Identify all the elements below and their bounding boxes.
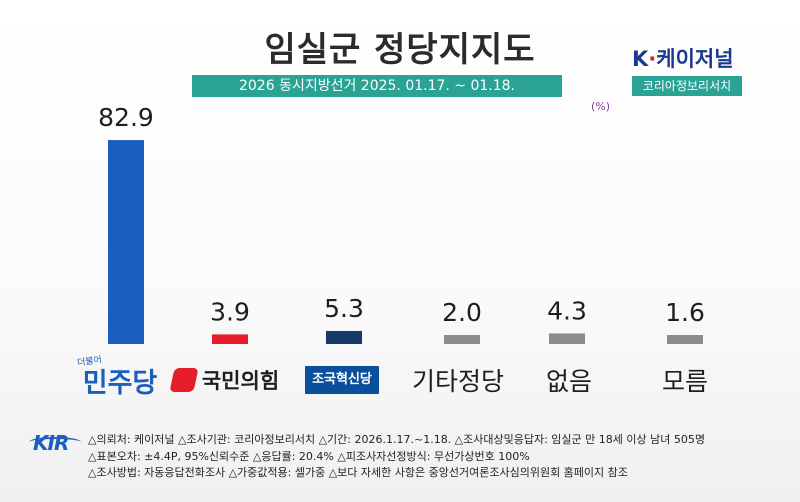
bar-4 [549,333,585,344]
footnote-line-3: △조사방법: 자동응답전화조사 △가중값적용: 셀가중 △보다 자세한 사항은 … [88,466,628,479]
chart-title: 임실군 정당지지도 [264,30,536,70]
survey-footnote: △의뢰처: 케이저널 △조사기관: 코리아정보리서치 △기간: 2026.1.1… [88,432,705,482]
chart-subtitle: 2026 동시지방선거 2025. 01.17. ~ 01.18. [192,75,562,97]
bar-1 [212,334,248,344]
brand-logo: K·케이저널 [632,47,742,71]
brand-logo-k: K [632,47,649,71]
footnote-line-1: △의뢰처: 케이저널 △조사기관: 코리아정보리서치 △기간: 2026.1.1… [88,433,705,446]
kir-logo-icon: KIR [29,431,81,455]
brand-block: K·케이저널 코리아정보리서치 [632,47,742,96]
bar-value-label-5: 1.6 [665,298,705,327]
brand-sub: 코리아정보리서치 [632,76,742,96]
brand-logo-text: 케이저널 [656,47,734,71]
bar-value-label-1: 3.9 [210,297,250,326]
bar-0 [108,140,144,344]
bar-value-label-3: 2.0 [442,298,482,327]
brand-logo-dot: · [648,47,657,71]
bar-5 [667,335,703,344]
unit-label: (%) [591,100,611,113]
bar-value-label-4: 4.3 [547,296,587,325]
footnote-line-2: △표본오차: ±4.4P, 95%신뢰수준 △응답률: 20.4% △피조사자선… [88,449,530,463]
bar-3 [444,335,480,344]
bar-2 [326,330,362,344]
bar-value-label-0: 82.9 [98,103,154,132]
bar-value-label-2: 5.3 [324,294,364,323]
